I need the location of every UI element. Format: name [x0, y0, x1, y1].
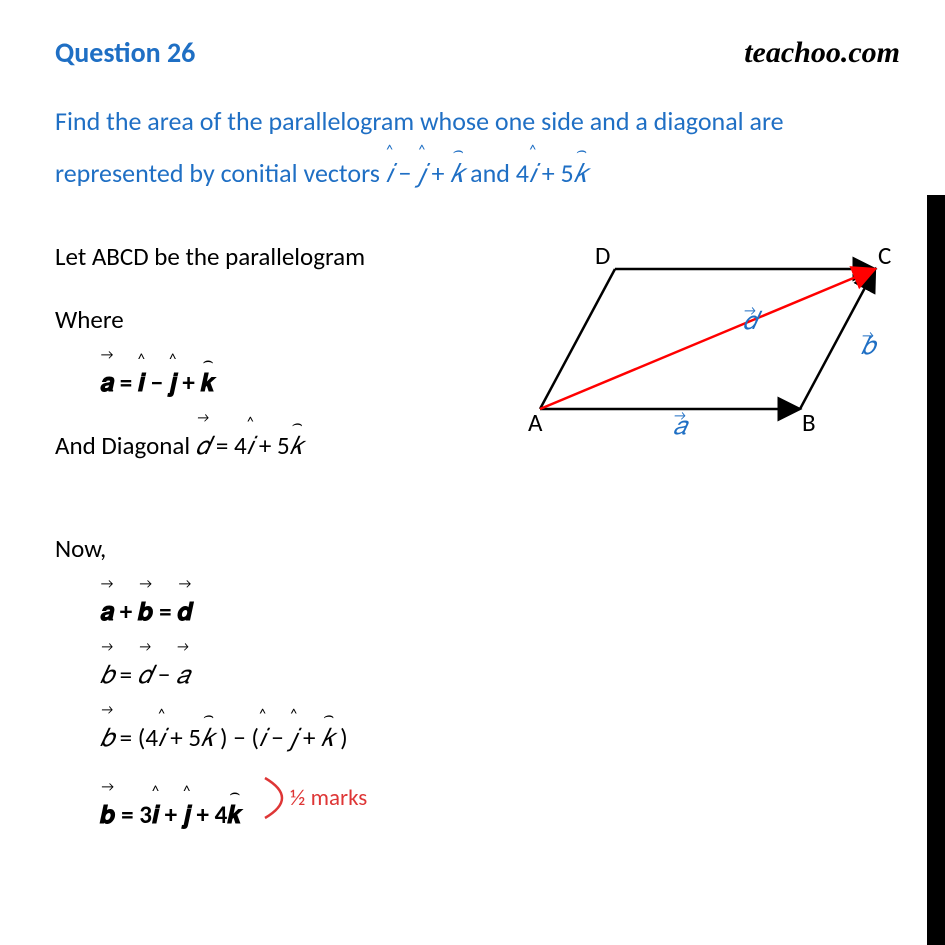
svg-text:A: A: [528, 407, 543, 438]
svg-text:→𝑏: →𝑏: [861, 327, 878, 361]
equation-b2: 𝑏 = (4𝑖 + 5𝑘 ) − (𝑖 − 𝑗 + 𝑘 ): [100, 710, 900, 765]
page-sidebar-decoration: [927, 195, 945, 945]
equation-b-result: 𝒃 = 3𝒊 + 𝒋 + 4𝒌 ½ marks: [100, 773, 900, 842]
marks-annotation: ½ marks: [260, 773, 367, 824]
equation-sum: 𝒂 + 𝒃 = 𝒅: [100, 584, 900, 639]
svg-text:→𝑑: →𝑑: [743, 302, 763, 336]
brand-logo: teachoo.com: [744, 36, 900, 70]
solution-line-4: Now,: [55, 521, 900, 576]
equation-b1: 𝑏 = 𝑑 − 𝑎: [100, 647, 900, 702]
parallelogram-diagram: A B C D →𝑎 →𝑏 →𝑑: [520, 229, 900, 481]
svg-text:→𝑎: →𝑎: [673, 407, 690, 439]
equation-a: 𝒂 = 𝒊 − 𝒋 + 𝒌: [100, 355, 490, 410]
svg-text:D: D: [595, 240, 610, 271]
solution-line-1: Let ABCD be the parallelogram: [55, 229, 490, 284]
svg-text:C: C: [878, 240, 891, 271]
svg-text:B: B: [802, 407, 816, 438]
solution-line-2: Where: [55, 292, 490, 347]
question-text: Find the area of the parallelogram whose…: [55, 95, 900, 199]
solution-line-3: And Diagonal 𝑑 = 4𝑖 + 5𝑘: [55, 418, 490, 473]
question-title: Question 26: [55, 35, 195, 70]
